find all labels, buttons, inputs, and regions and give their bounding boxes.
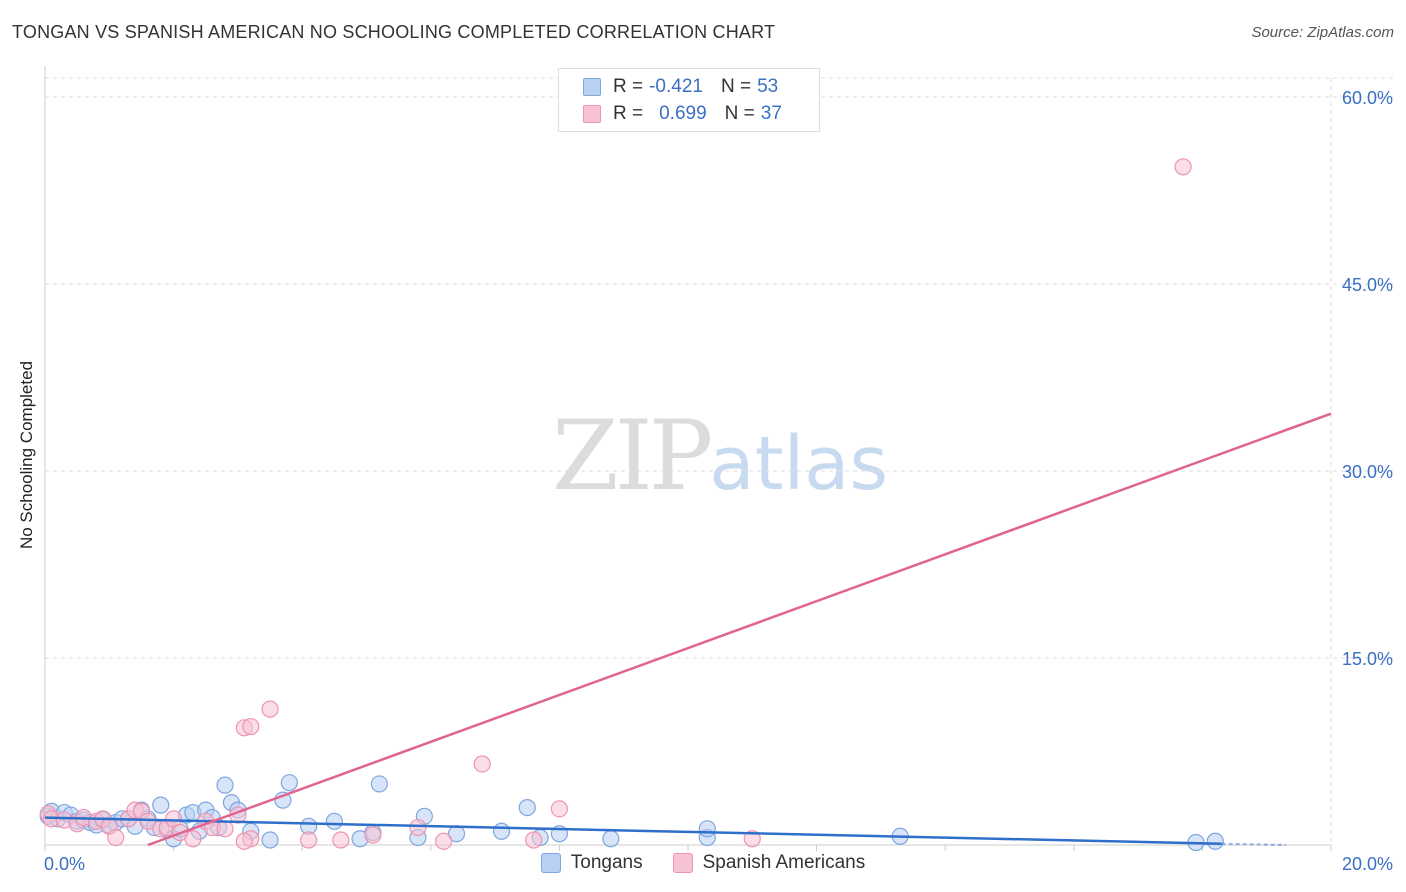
correlation-legend: R = -0.421 N = 53 R = 0.699 N = 37	[558, 68, 820, 132]
x-tick-label: 0.0%	[44, 854, 85, 874]
tick-labels: 15.0% 30.0% 45.0% 60.0% 0.0% 20.0%	[44, 88, 1393, 874]
spanish-americans-legend-swatch	[672, 853, 693, 873]
spanish-americans-point	[107, 828, 125, 847]
watermark-zip: ZIP	[552, 400, 713, 512]
spanish-americans-trend-line	[147, 412, 1332, 847]
tongans-point	[370, 775, 388, 793]
spanish-americans-point	[473, 755, 491, 773]
spanish-americans-point	[743, 830, 761, 848]
tongans-point	[261, 831, 279, 849]
legend-r-label: R =	[613, 103, 644, 124]
legend-n-label: N =	[720, 76, 752, 97]
watermark: ZIPatlas	[552, 400, 888, 512]
tongans-point	[1206, 832, 1224, 850]
y-tick-label: 15.0%	[1342, 649, 1393, 669]
legend-r-label: R =	[613, 76, 644, 97]
tongans-point	[518, 798, 536, 817]
spanish-americans-point	[525, 831, 543, 849]
spanish-americans-point	[139, 812, 157, 830]
spanish-americans-point	[332, 831, 350, 849]
spanish-americans-point	[184, 830, 202, 848]
tongans-legend-swatch	[540, 853, 561, 873]
legend-r-value: -0.421	[649, 76, 703, 97]
y-axis-label: No Schooling Completed	[17, 360, 36, 550]
spanish-americans-point	[261, 700, 279, 718]
spanish-americans-point	[165, 810, 183, 828]
spanish-americans-point	[550, 800, 569, 818]
spanish-americans-point	[242, 717, 260, 736]
trend-lines	[44, 412, 1332, 847]
legend-row-tongans: R = -0.421 N = 53	[583, 75, 778, 99]
spanish-americans-point	[300, 831, 318, 849]
legend-label-spanish-americans: Spanish Americans	[702, 852, 866, 873]
legend-row-spanish-americans: R = 0.699 N = 37	[583, 102, 782, 126]
chart-title: TONGAN VS SPANISH AMERICAN NO SCHOOLING …	[12, 22, 776, 42]
tongans-point	[216, 776, 234, 794]
spanish-americans-points	[39, 158, 1192, 850]
spanish-americans-point	[364, 826, 382, 844]
spanish-americans-point	[409, 818, 427, 837]
legend-n-value: 37	[760, 103, 782, 124]
y-tick-label: 60.0%	[1342, 88, 1393, 108]
tongans-point	[698, 820, 716, 838]
y-tick-label: 30.0%	[1342, 462, 1393, 482]
tongans-trend-line	[44, 816, 1222, 846]
legend-item-spanish-americans[interactable]: Spanish Americans	[672, 852, 866, 874]
tongans-point	[492, 822, 511, 840]
watermark-atlas: atlas	[709, 421, 889, 507]
spanish-americans-point	[1174, 158, 1192, 176]
spanish-americans-point	[235, 832, 253, 850]
spanish-americans-point	[216, 820, 234, 838]
tongans-trend-extension	[1221, 842, 1287, 846]
legend-r-value: 0.699	[659, 103, 707, 124]
spanish-americans-point	[435, 832, 453, 850]
series-legend: Tongans Spanish Americans	[0, 852, 1406, 874]
tongans-point	[602, 830, 620, 848]
x-tick-label: 20.0%	[1342, 854, 1393, 874]
axes	[44, 66, 1332, 851]
tongans-point	[325, 812, 343, 830]
legend-n-value: 53	[757, 76, 779, 97]
legend-n-label: N =	[724, 103, 755, 124]
y-tick-label: 45.0%	[1342, 275, 1393, 295]
legend-label-tongans: Tongans	[570, 852, 643, 873]
tongans-point	[280, 774, 298, 792]
source-credit: Source: ZipAtlas.com	[1251, 24, 1394, 41]
tongans-point	[152, 796, 170, 814]
spanish-americans-swatch	[583, 105, 601, 123]
tongans-swatch	[583, 78, 601, 96]
legend-item-tongans[interactable]: Tongans	[540, 852, 643, 874]
